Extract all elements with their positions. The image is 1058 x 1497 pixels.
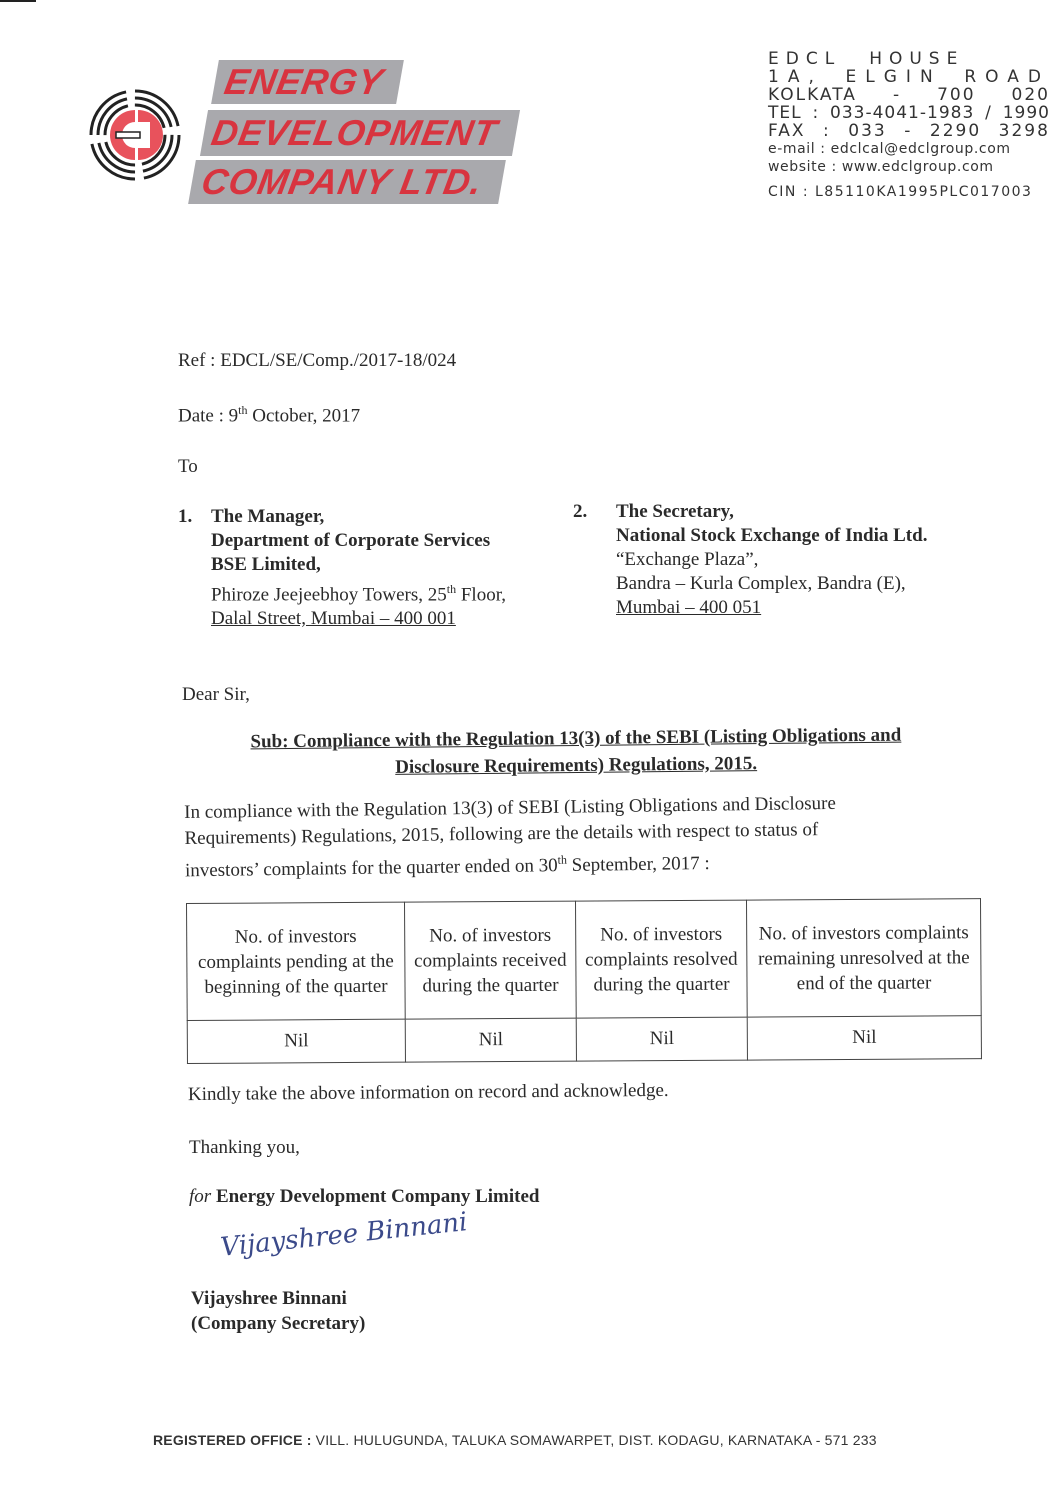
cell-resolved: Nil [576, 1017, 748, 1062]
header-unresolved: No. of investors complaints remaining un… [746, 898, 982, 1018]
closing-thanks: Thanking you, [189, 1137, 300, 1158]
signatory-title: (Company Secretary) [191, 1313, 366, 1334]
table-header-row: No. of investors complaints pending at t… [186, 898, 982, 1021]
cell-received: Nil [405, 1018, 577, 1063]
edcl-logo-icon [89, 89, 181, 181]
salutation: Dear Sir, [182, 684, 250, 705]
cell-pending: Nil [187, 1019, 406, 1064]
subject: Sub: Compliance with the Regulation 13(3… [250, 724, 902, 778]
header-received: No. of investors complaints received dur… [404, 901, 577, 1020]
header-pending: No. of investors complaints pending at t… [186, 902, 406, 1021]
letter-date: Date : 9th October, 2017 [178, 403, 361, 427]
cin: CIN : L85110KA1995PLC017003 [768, 184, 1033, 200]
to-label: To [178, 456, 198, 477]
header-resolved: No. of investors complaints resolved dur… [575, 900, 748, 1019]
logo-band-energy: ENERGY [211, 60, 404, 104]
logo-band-development: DEVELOPMENT [199, 110, 521, 156]
body-paragraph: In compliance with the Regulation 13(3) … [184, 792, 836, 882]
recipient-bse: 1. The Manager, Department of Corporate … [178, 506, 507, 630]
reference-number: Ref : EDCL/SE/Comp./2017-18/024 [178, 350, 457, 371]
cell-unresolved: Nil [747, 1015, 982, 1061]
registered-office-footer: REGISTERED OFFICE : VILL. HULUGUNDA, TAL… [153, 1432, 877, 1448]
website: website : www.edclgroup.com [768, 159, 994, 175]
table-row: Nil Nil Nil Nil [187, 1015, 982, 1064]
email: e-mail : edclcal@edclgroup.com [768, 141, 1011, 157]
handwritten-signature: Vijayshree Binnani [219, 1207, 469, 1263]
logo-band-company: COMPANY LTD. [188, 160, 506, 204]
scan-edge-mark [0, 0, 36, 2]
closing-request: Kindly take the above information on rec… [187, 1079, 669, 1106]
recipient-nse: 2. The Secretary, National Stock Exchang… [573, 501, 928, 618]
letterhead-address: EDCL HOUSE 1A, ELGIN ROAD KOLKATA -700 020 TE… [768, 49, 1050, 200]
signatory-name: Vijayshree Binnani [191, 1288, 347, 1309]
complaints-table: No. of investors complaints pending at t… [186, 898, 982, 1064]
for-company: for Energy Development Company Limited [189, 1186, 540, 1207]
